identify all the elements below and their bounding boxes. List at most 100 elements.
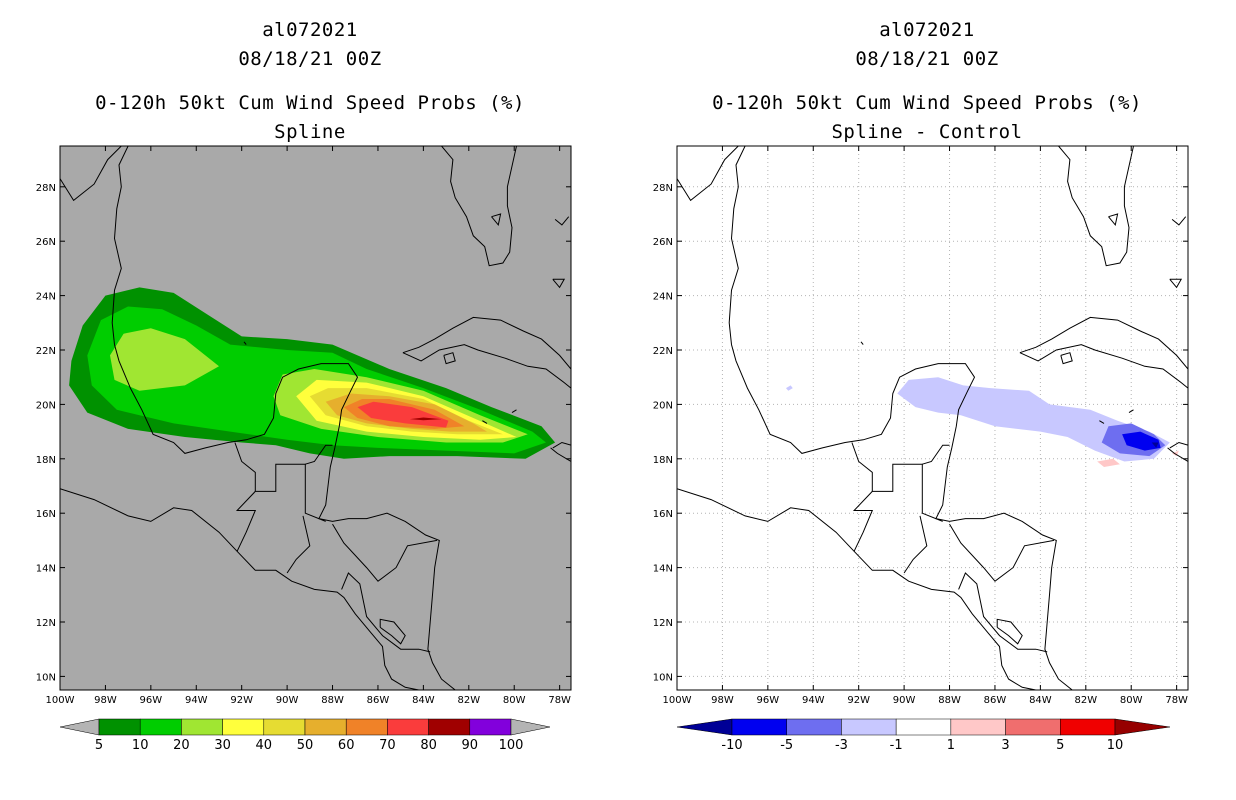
contour-level-minus-10 — [1151, 442, 1159, 448]
lon-tick-label: 88W — [938, 695, 961, 706]
coastline — [379, 618, 406, 645]
colorbar-label: 70 — [379, 738, 396, 753]
lon-tick-label: 96W — [757, 695, 780, 706]
coastline — [305, 444, 333, 465]
coastline — [441, 146, 517, 267]
lat-tick-label: 24N — [653, 292, 673, 303]
coastline — [903, 515, 928, 574]
colorbar-label: -5 — [780, 738, 793, 753]
contour-level-minus-5 — [1122, 431, 1161, 451]
lat-tick-label: 10N — [36, 672, 56, 683]
colorbar-label: 5 — [1056, 738, 1064, 753]
colorbar-segment — [950, 718, 1006, 736]
coastline — [235, 491, 257, 552]
lon-tick-label: 94W — [802, 695, 825, 706]
colorbar-label: 50 — [297, 738, 314, 753]
lon-tick-label: 98W — [94, 695, 117, 706]
coastline — [482, 420, 488, 424]
coastline — [60, 146, 122, 202]
coastline — [851, 442, 943, 522]
colorbar-label: 60 — [338, 738, 355, 753]
colorbar-label: 30 — [214, 738, 231, 753]
colorbar-segment — [1060, 718, 1116, 736]
colorbar-high-arrow — [510, 718, 551, 736]
coastline — [728, 146, 1073, 690]
coastline — [552, 278, 566, 289]
coastline — [1019, 316, 1188, 370]
colorbar-high-arrow — [1114, 718, 1171, 736]
coastline — [332, 523, 438, 582]
lat-tick-label: 18N — [36, 455, 56, 466]
left-datetime: 08/18/21 00Z — [238, 48, 382, 70]
colorbar-segment — [469, 718, 512, 736]
contour-level-minus-1 — [786, 385, 793, 391]
coastline — [402, 316, 571, 370]
lat-tick-label: 10N — [653, 672, 673, 683]
lat-tick-label: 28N — [36, 183, 56, 194]
colorbar-segment — [786, 718, 842, 736]
colorbar-label: 20 — [173, 738, 190, 753]
coastline — [949, 523, 1055, 582]
colorbar-segment — [731, 718, 787, 736]
colorbar-segment — [387, 718, 429, 736]
colorbar-label: -10 — [721, 738, 742, 753]
colorbar-segment — [1005, 718, 1061, 736]
left-subtitle: Spline — [274, 121, 346, 143]
colorbar-label: 40 — [256, 738, 273, 753]
lon-tick-label: 78W — [1165, 695, 1188, 706]
colorbar-label: -3 — [835, 738, 848, 753]
colorbar-low-arrow — [59, 718, 100, 736]
coastline — [1169, 441, 1188, 449]
lon-tick-label: 82W — [1074, 695, 1097, 706]
lon-tick-label: 86W — [984, 695, 1007, 706]
coastline — [1128, 409, 1134, 414]
lon-tick-label: 90W — [276, 695, 299, 706]
lat-tick-label: 26N — [36, 237, 56, 248]
colorbar-segment — [895, 718, 952, 736]
map-frame — [676, 145, 1189, 691]
contour-level-1 — [1172, 450, 1179, 457]
lat-tick-label: 16N — [36, 509, 56, 520]
coastline — [677, 488, 1036, 690]
lat-tick-label: 14N — [36, 564, 56, 575]
lon-tick-label: 78W — [548, 695, 571, 706]
lon-tick-label: 80W — [503, 695, 526, 706]
map-contents — [60, 146, 571, 690]
lat-tick-label: 22N — [653, 346, 673, 357]
map-background — [677, 146, 1188, 690]
lon-tick-label: 86W — [367, 695, 390, 706]
map-panel-spline: 100W 98W 96W 94W 92W 90W 88W 86W 84W 82W 80W 78W 28N… — [36, 145, 572, 753]
lon-tick-label: 88W — [321, 695, 344, 706]
coastline — [286, 515, 311, 574]
coastline — [1099, 420, 1105, 424]
lon-tick-label: 96W — [140, 695, 163, 706]
colorbar-segment — [222, 718, 265, 736]
lat-tick-label: 26N — [653, 237, 673, 248]
colorbar-segment — [263, 718, 306, 736]
coastline — [554, 216, 570, 226]
colorbar-segment — [345, 718, 388, 736]
coastline — [402, 344, 571, 389]
colorbar-low-arrow — [676, 718, 733, 736]
coastline — [552, 441, 571, 449]
right-product-title: 0-120h 50kt Cum Wind Speed Probs (%) — [712, 92, 1142, 114]
colorbar-segment — [98, 718, 141, 736]
contour-level-80 — [409, 417, 442, 421]
map-frame — [59, 145, 572, 691]
coastline — [1169, 278, 1183, 289]
coastline — [677, 146, 739, 202]
lat-tick-label: 28N — [653, 183, 673, 194]
coastline — [443, 352, 456, 365]
coastline — [852, 491, 874, 552]
map-panel-spline-minus-control: 100W 98W 96W 94W 92W 90W 88W 86W 84W 82W 80W 78W 28N… — [653, 145, 1189, 753]
colorbar-label: 90 — [462, 738, 479, 753]
colorbar-label: 10 — [132, 738, 149, 753]
lon-tick-label: 100W — [663, 695, 692, 706]
coastline — [860, 341, 864, 345]
colorbar-label: 1 — [947, 738, 955, 753]
contour-level-20 — [110, 328, 219, 391]
lat-tick-label: 16N — [653, 509, 673, 520]
lon-tick-label: 90W — [893, 695, 916, 706]
lat-tick-label: 22N — [36, 346, 56, 357]
